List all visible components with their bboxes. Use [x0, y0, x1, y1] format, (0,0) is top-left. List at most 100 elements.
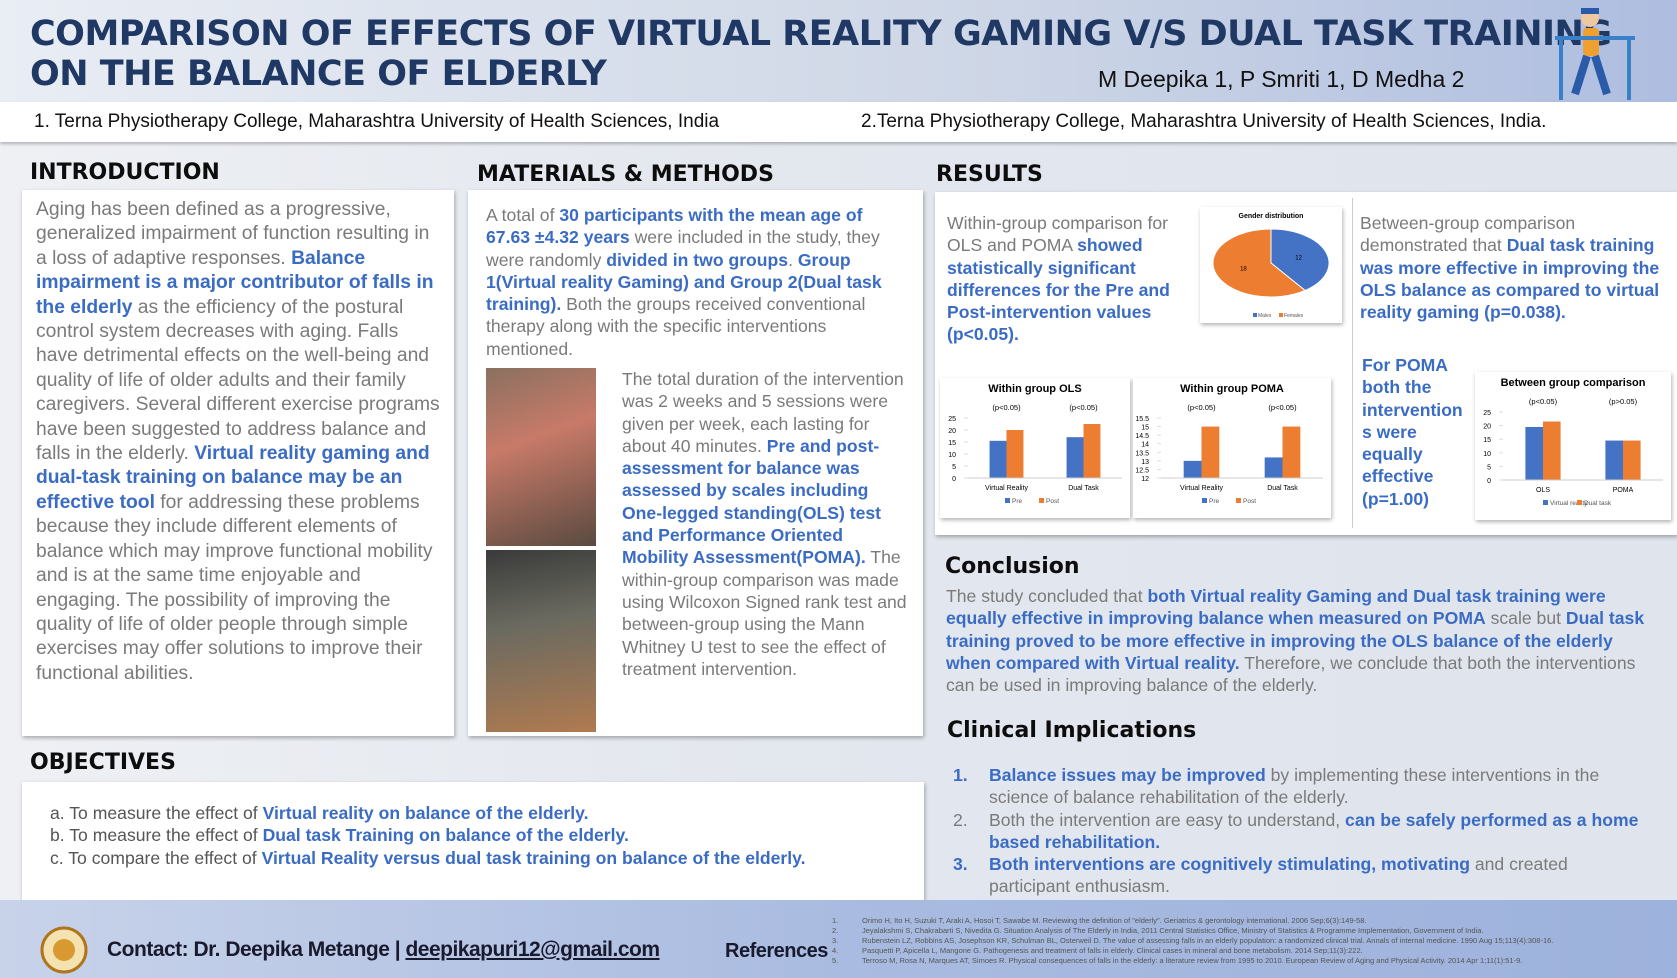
methods-text: A total of 30 participants with the mean…: [486, 204, 911, 360]
legend-swatch: [1005, 498, 1010, 503]
emphasis: divided in two groups: [606, 249, 789, 270]
affiliation: 1. Terna Physiotherapy College, Maharash…: [34, 111, 720, 132]
text-run: as the efficiency of the postural contro…: [36, 296, 440, 465]
figure-title: Between group comparison: [1501, 377, 1646, 389]
figure: Within group OLS 0 5 10 15 20 25 Virtual Realit…: [940, 378, 1130, 518]
results-text: Between-group comparison demonstrated th…: [1360, 212, 1670, 323]
implication: 2. Both the intervention are easy to unde…: [953, 809, 1653, 854]
section-heading: Clinical Implications: [947, 718, 1197, 743]
y-tick-label: 10: [1483, 451, 1491, 458]
methods-text: The total duration of the intervention w…: [622, 368, 912, 680]
reference: 3. Rubenstein LZ, Robbins AS, Josephson K…: [832, 936, 1553, 946]
reference: 2. Jeyalakshmi S, Chakrabarti S, Nivedita…: [832, 926, 1553, 936]
y-tick-label: 15.5: [1135, 416, 1149, 423]
emphasis: Virtual Reality versus dual task trainin…: [261, 847, 806, 868]
text-run: Between-group comparison demonstrated th…: [1360, 213, 1576, 256]
text-run: c. To compare the effect of: [50, 847, 262, 868]
annotation: (p>0.05): [1609, 397, 1638, 406]
title: COMPARISON OF EFFECTS OF VIRTUAL REALITY…: [30, 14, 1612, 54]
annotation: (p<0.05): [1268, 403, 1297, 412]
photo: [486, 550, 596, 732]
section-heading: RESULTS: [936, 162, 1043, 187]
legend-label: Pre: [1209, 498, 1220, 505]
emphasis: Balance impairment is a major contributo…: [36, 247, 434, 318]
emphasis: 30 participants with the mean age of 67.…: [486, 205, 863, 248]
emphasis: Dual task training was more effective in…: [1360, 235, 1660, 323]
x-tick-label: Virtual Reality: [985, 485, 1029, 492]
ref-number: 2.: [832, 926, 839, 935]
text-run: A total of: [486, 205, 560, 225]
y-tick-label: 15: [1141, 425, 1149, 432]
y-tick-label: 5: [1487, 464, 1491, 471]
authors: M Deepika 1, P Smriti 1, D Medha 2: [1098, 66, 1465, 92]
text-run: for addressing these problems because th…: [36, 491, 433, 684]
legend-swatch: [1253, 313, 1257, 317]
conclusion-text: The study concluded that both Virtual re…: [946, 585, 1646, 696]
legend-label: Dual task: [1584, 500, 1612, 507]
legend-label: Virtual reality: [1550, 500, 1588, 507]
implication: 3. Both interventions are cognitively sti…: [953, 853, 1653, 898]
text-run: The total duration of the intervention w…: [622, 369, 904, 456]
bar: [1605, 440, 1623, 480]
y-tick-label: 12: [1141, 476, 1149, 483]
section-heading: OBJECTIVES: [30, 750, 176, 775]
y-tick-label: 25: [1483, 410, 1491, 417]
title: ON THE BALANCE OF ELDERLY: [30, 54, 607, 94]
text-run: by implementing these interventions in t…: [989, 765, 1600, 808]
emphasis: showed statistically significant differe…: [947, 235, 1170, 345]
section-heading: Conclusion: [945, 554, 1080, 579]
slice-label: 12: [1295, 256, 1302, 262]
ref-text: Terroso M, Rosa N, Marques AT, Simoes R.…: [862, 956, 1523, 965]
divider: [1352, 198, 1353, 528]
emphasis: Group 1(Virtual reality Gaming) and Grou…: [486, 249, 882, 315]
objective: b. To measure the effect of Dual task Tr…: [50, 824, 924, 846]
text-run: The study concluded that: [946, 586, 1148, 606]
legend-label: Males: [1258, 313, 1272, 319]
results-text: For POMA both the intervention s were eq…: [1362, 354, 1472, 510]
emphasis: Dual task training proved to be more eff…: [946, 608, 1645, 673]
y-tick-label: 15: [948, 440, 956, 447]
y-tick-label: 12.5: [1135, 467, 1149, 474]
figure: Between group comparison 0 5 10 15 20 25 OLS (p<…: [1475, 372, 1671, 520]
bar: [1183, 460, 1202, 478]
emphasis: For POMA both the intervention s were eq…: [1362, 355, 1463, 509]
ref-number: 4.: [832, 946, 839, 955]
y-tick-label: 15: [1483, 437, 1491, 444]
bar: [1623, 440, 1641, 480]
intro-text: Aging has been defined as a progressive,…: [22, 190, 454, 694]
email[interactable]: deepikapuri12@gmail.com: [405, 938, 660, 961]
text-run: and created participant enthusiasm.: [989, 854, 1568, 897]
y-tick-label: 0: [952, 476, 956, 483]
section-heading: MATERIALS & METHODS: [477, 162, 774, 187]
item-text: Both the intervention are easy to unders…: [989, 809, 1653, 854]
intro-box: Aging has been defined as a progressive,…: [22, 190, 454, 736]
legend-swatch: [1279, 313, 1283, 317]
text-run: Aging has been defined as a progressive,…: [36, 199, 430, 269]
y-tick-label: 20: [948, 428, 956, 435]
legend-swatch: [1577, 500, 1582, 505]
pie-slice: [1270, 228, 1330, 292]
objectives-list: a. To measure the effect of Virtual real…: [22, 782, 924, 869]
objective: a. To measure the effect of Virtual real…: [50, 802, 924, 824]
legend-swatch: [1202, 498, 1207, 503]
contact-label: Contact: Dr. Deepika Metange |: [107, 938, 401, 961]
annotation: (p<0.05): [1187, 403, 1216, 412]
y-tick-label: 10: [948, 452, 956, 459]
section-heading: INTRODUCTION: [30, 160, 220, 185]
bar: [1282, 426, 1301, 478]
legend-swatch: [1236, 498, 1241, 503]
y-tick-label: 13: [1141, 459, 1149, 466]
slice-label: 18: [1240, 266, 1247, 272]
emphasis: both Virtual reality Gaming and Dual tas…: [946, 586, 1606, 629]
figure-title: Gender distribution: [1239, 213, 1304, 220]
bar: [1201, 426, 1220, 478]
emphasis: Pre and post-assessment for balance was …: [622, 435, 882, 568]
ref-text: Orimo H, Ito H, Suzuki T, Araki A, Hosoi…: [862, 916, 1367, 925]
y-tick-label: 0: [1487, 478, 1491, 485]
bar: [1006, 430, 1024, 478]
legend-swatch: [1543, 500, 1548, 505]
header: [0, 0, 1677, 102]
text-run: Both the intervention are easy to unders…: [989, 809, 1346, 830]
bar: [1525, 426, 1543, 480]
